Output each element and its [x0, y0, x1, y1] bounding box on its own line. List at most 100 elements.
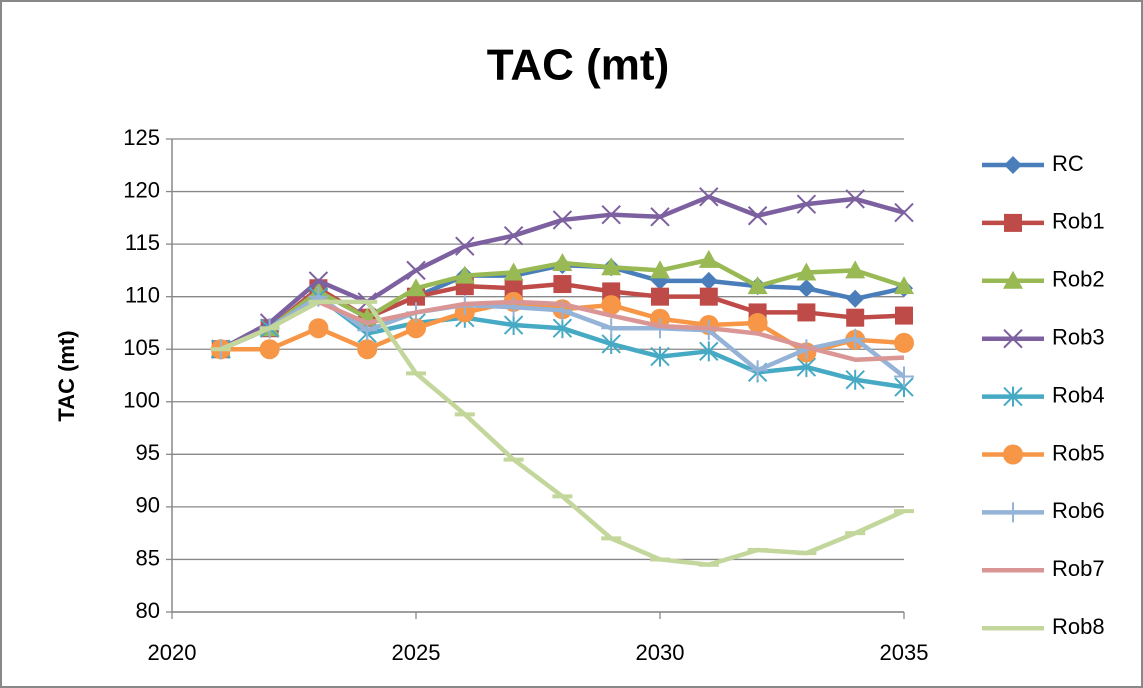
marker-shape: [846, 289, 865, 308]
marker: [259, 339, 280, 360]
marker-shape: [552, 318, 573, 339]
marker-shape: [797, 303, 816, 322]
marker: [503, 315, 524, 336]
marker: [552, 318, 573, 339]
marker: [796, 262, 817, 281]
marker: [454, 265, 475, 284]
marker: [601, 257, 622, 276]
marker: [406, 260, 426, 281]
marker: [455, 236, 475, 256]
y-tick-label: 115: [125, 230, 160, 255]
marker: [406, 318, 426, 339]
marker-shape: [747, 276, 768, 295]
marker: [651, 287, 669, 306]
marker: [797, 303, 816, 322]
marker-shape: [1004, 156, 1022, 174]
marker: [1003, 444, 1023, 465]
marker: [845, 369, 865, 390]
marker-shape: [650, 260, 670, 279]
legend-label: Rob3: [1052, 325, 1105, 350]
marker: [503, 262, 524, 281]
marker-shape: [845, 189, 865, 209]
marker: [895, 306, 913, 325]
legend-label: Rob4: [1052, 382, 1105, 407]
marker: [650, 346, 670, 367]
marker-shape: [796, 194, 817, 214]
marker-shape: [1003, 502, 1023, 523]
marker-shape: [308, 271, 329, 291]
marker: [552, 253, 573, 272]
marker: [650, 207, 670, 227]
y-tick-label: 120: [123, 177, 160, 202]
marker-shape: [601, 204, 621, 225]
marker-shape: [552, 210, 573, 230]
marker-shape: [1004, 213, 1022, 232]
marker-shape: [699, 287, 718, 306]
marker-shape: [845, 369, 865, 390]
marker: [797, 279, 816, 298]
legend-label: Rob2: [1052, 267, 1105, 292]
legend-label: Rob1: [1052, 209, 1105, 234]
marker-shape: [406, 318, 426, 339]
marker: [504, 279, 523, 298]
marker: [553, 275, 572, 294]
y-tick-label: 110: [125, 282, 160, 307]
y-tick-label: 125: [123, 125, 160, 150]
marker-shape: [650, 346, 670, 367]
marker-shape: [747, 360, 768, 381]
marker: [1004, 213, 1022, 232]
marker-shape: [1003, 444, 1023, 465]
y-tick-label: 90: [136, 493, 160, 518]
marker-shape: [406, 260, 426, 281]
marker-shape: [747, 312, 768, 333]
marker: [699, 287, 718, 306]
marker-shape: [1003, 328, 1023, 349]
marker: [894, 332, 914, 353]
marker-shape: [650, 207, 670, 227]
marker-shape: [406, 278, 426, 297]
marker-shape: [797, 279, 816, 298]
marker: [601, 204, 621, 225]
y-tick-label: 100: [123, 388, 160, 413]
marker-shape: [1003, 386, 1023, 407]
marker-shape: [552, 253, 573, 272]
legend-label: Rob8: [1052, 614, 1105, 639]
marker: [894, 202, 914, 223]
marker: [699, 271, 718, 290]
marker: [357, 339, 378, 360]
y-tick-label: 105: [123, 335, 160, 360]
marker-shape: [894, 202, 914, 223]
marker-shape: [845, 328, 866, 349]
marker: [845, 328, 866, 349]
marker-shape: [357, 339, 378, 360]
marker-shape: [601, 318, 622, 339]
marker: [894, 276, 914, 295]
x-tick-label: 2035: [880, 640, 929, 665]
marker: [698, 249, 719, 268]
marker-shape: [454, 265, 475, 284]
x-tick-label: 2020: [148, 640, 197, 665]
marker: [699, 341, 719, 362]
marker: [1003, 502, 1023, 523]
y-tick-label: 80: [136, 598, 160, 623]
marker-shape: [895, 306, 913, 325]
marker: [552, 210, 573, 230]
marker-shape: [699, 187, 719, 207]
marker: [602, 282, 621, 301]
x-tick-label: 2030: [636, 640, 685, 665]
marker-shape: [894, 366, 914, 387]
marker: [1004, 156, 1022, 174]
marker-shape: [1003, 270, 1023, 289]
marker-shape: [455, 236, 475, 256]
marker: [747, 360, 768, 381]
marker: [1003, 386, 1023, 407]
legend-label: Rob6: [1052, 498, 1105, 523]
chart-title: TAC (mt): [487, 41, 669, 90]
marker-shape: [894, 332, 914, 353]
marker: [308, 318, 329, 339]
marker: [1003, 328, 1023, 349]
marker-shape: [503, 315, 524, 336]
marker-shape: [699, 341, 719, 362]
